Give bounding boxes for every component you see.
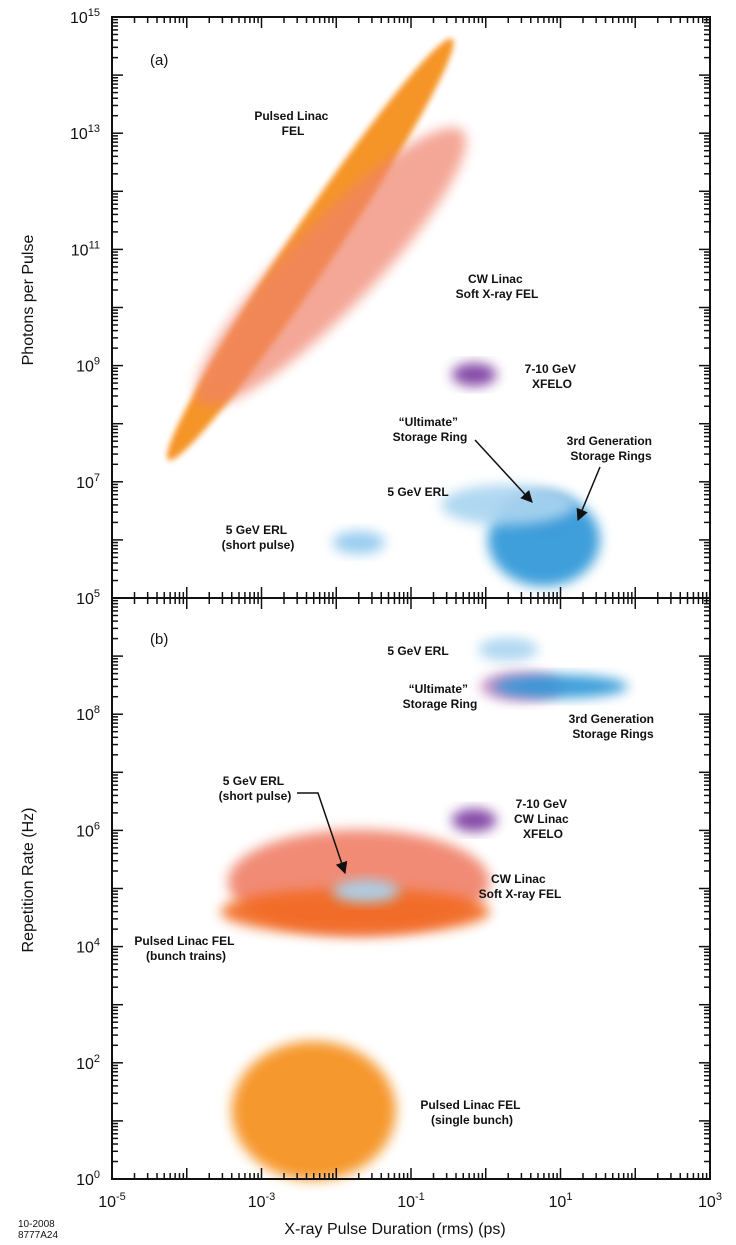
x-tick-labels: 10-5 10-3 10-1 101 103 [98,1191,722,1211]
y-tick-label: 107 [76,472,100,492]
panel-a-regions [167,38,600,587]
arrow-b-5gev-erl-short-pulse [297,792,348,875]
arrow-3rd-generation-storage-rings [576,466,601,522]
panel-b-y-axis-label: Repetition Rate (Hz) [20,808,37,953]
panel-b-y-tick-labels: 100 102 104 106 108 [76,704,100,1189]
y-tick-label: 100 [76,1169,100,1189]
y-tick-label: 102 [76,1053,100,1073]
y-tick-label: 1015 [70,7,100,27]
y-tick-label: 1013 [70,123,100,143]
y-tick-label: 106 [76,820,100,840]
region-b-7-10-gev-cw-linac-xfelo [451,808,497,832]
region-b-5-gev-erl [478,637,539,662]
region-a-cw-linac-soft-x-ray-fel [195,127,466,407]
region-b-5-gev-erl-short-pulse [332,879,400,903]
panel-b-label: (b) [150,631,168,648]
region-b-3rd-generation-storage-rings [493,674,628,699]
annotation-b-5gev-erl: 5 GeV ERL [387,644,448,658]
y-tick-label: 104 [76,937,100,957]
panel-a-y-tick-labels: 105 107 109 1011 1013 1015 [70,7,100,608]
annotation-ultimate-storage-ring: “Ultimate” Storage Ring [393,415,468,444]
panel-b: 100 102 104 106 108 (b) Repetition Rate (Hz)… [20,597,711,1189]
panel-b-regions [220,637,628,1181]
panel-a-annotations: Pulsed Linac FEL CW Linac Soft X-ray FEL… [222,109,656,552]
annotation-5gev-erl: 5 GeV ERL [387,485,448,499]
annotation-b-xfelo: 7-10 GeV CW Linac XFELO [514,797,572,841]
annotation-cw-linac-soft-xray-fel: CW Linac Soft X-ray FEL [456,272,539,301]
y-tick-label: 109 [76,356,100,376]
annotation-5gev-erl-short-pulse: 5 GeV ERL (short pulse) [222,523,295,552]
annotation-b-cw-linac-soft-xray-fel: CW Linac Soft X-ray FEL [479,872,562,901]
region-a-5-gev-erl [440,484,576,526]
region-b-pulsed-linac-fel-bunch-trains [220,888,490,935]
x-tick-label: 10-1 [397,1191,425,1211]
region-a-5-gev-erl-short-pulse [332,530,385,555]
arrow-ultimate-storage-ring [474,439,533,503]
panel-a-label: (a) [150,52,168,69]
x-axis-label: X-ray Pulse Duration (rms) (ps) [284,1221,505,1238]
panel-a: 105 107 109 1011 1013 1015 (a) Photons per Pu… [20,7,711,608]
x-tick-label: 10-3 [248,1191,276,1211]
panel-b-ticks [111,597,711,1180]
x-tick-label: 101 [549,1191,573,1211]
region-a-7-10-gev-xfelo [451,362,497,387]
y-tick-label: 105 [76,588,100,608]
x-tick-label: 103 [698,1191,722,1211]
annotation-3rd-generation-storage-rings: 3rd Generation Storage Rings [567,434,656,463]
region-b-pulsed-linac-fel-single-bunch [231,1040,396,1181]
y-tick-label: 108 [76,704,100,724]
annotation-b-ultimate-storage-ring: “Ultimate” Storage Ring [403,682,478,711]
panel-a-y-axis-label: Photons per Pulse [20,235,37,366]
annotation-b-3rd-generation-storage-rings: 3rd Generation Storage Rings [569,712,658,741]
figure-code: 10-2008 8777A24 [18,1219,58,1241]
panel-b-annotations: 5 GeV ERL “Ultimate” Storage Ring 3rd Ge… [134,644,658,1127]
annotation-b-pulsed-linac-fel-single-bunch: Pulsed Linac FEL (single bunch) [420,1098,523,1127]
annotation-b-5gev-erl-short-pulse: 5 GeV ERL (short pulse) [219,774,292,803]
annotation-b-pulsed-linac-fel-bunch-trains: Pulsed Linac FEL (bunch trains) [134,934,237,963]
x-tick-label: 10-5 [98,1191,126,1211]
y-tick-label: 1011 [71,239,100,259]
annotation-xfelo: 7-10 GeV XFELO [525,362,580,391]
annotation-pulsed-linac-fel: Pulsed Linac FEL [254,109,331,138]
